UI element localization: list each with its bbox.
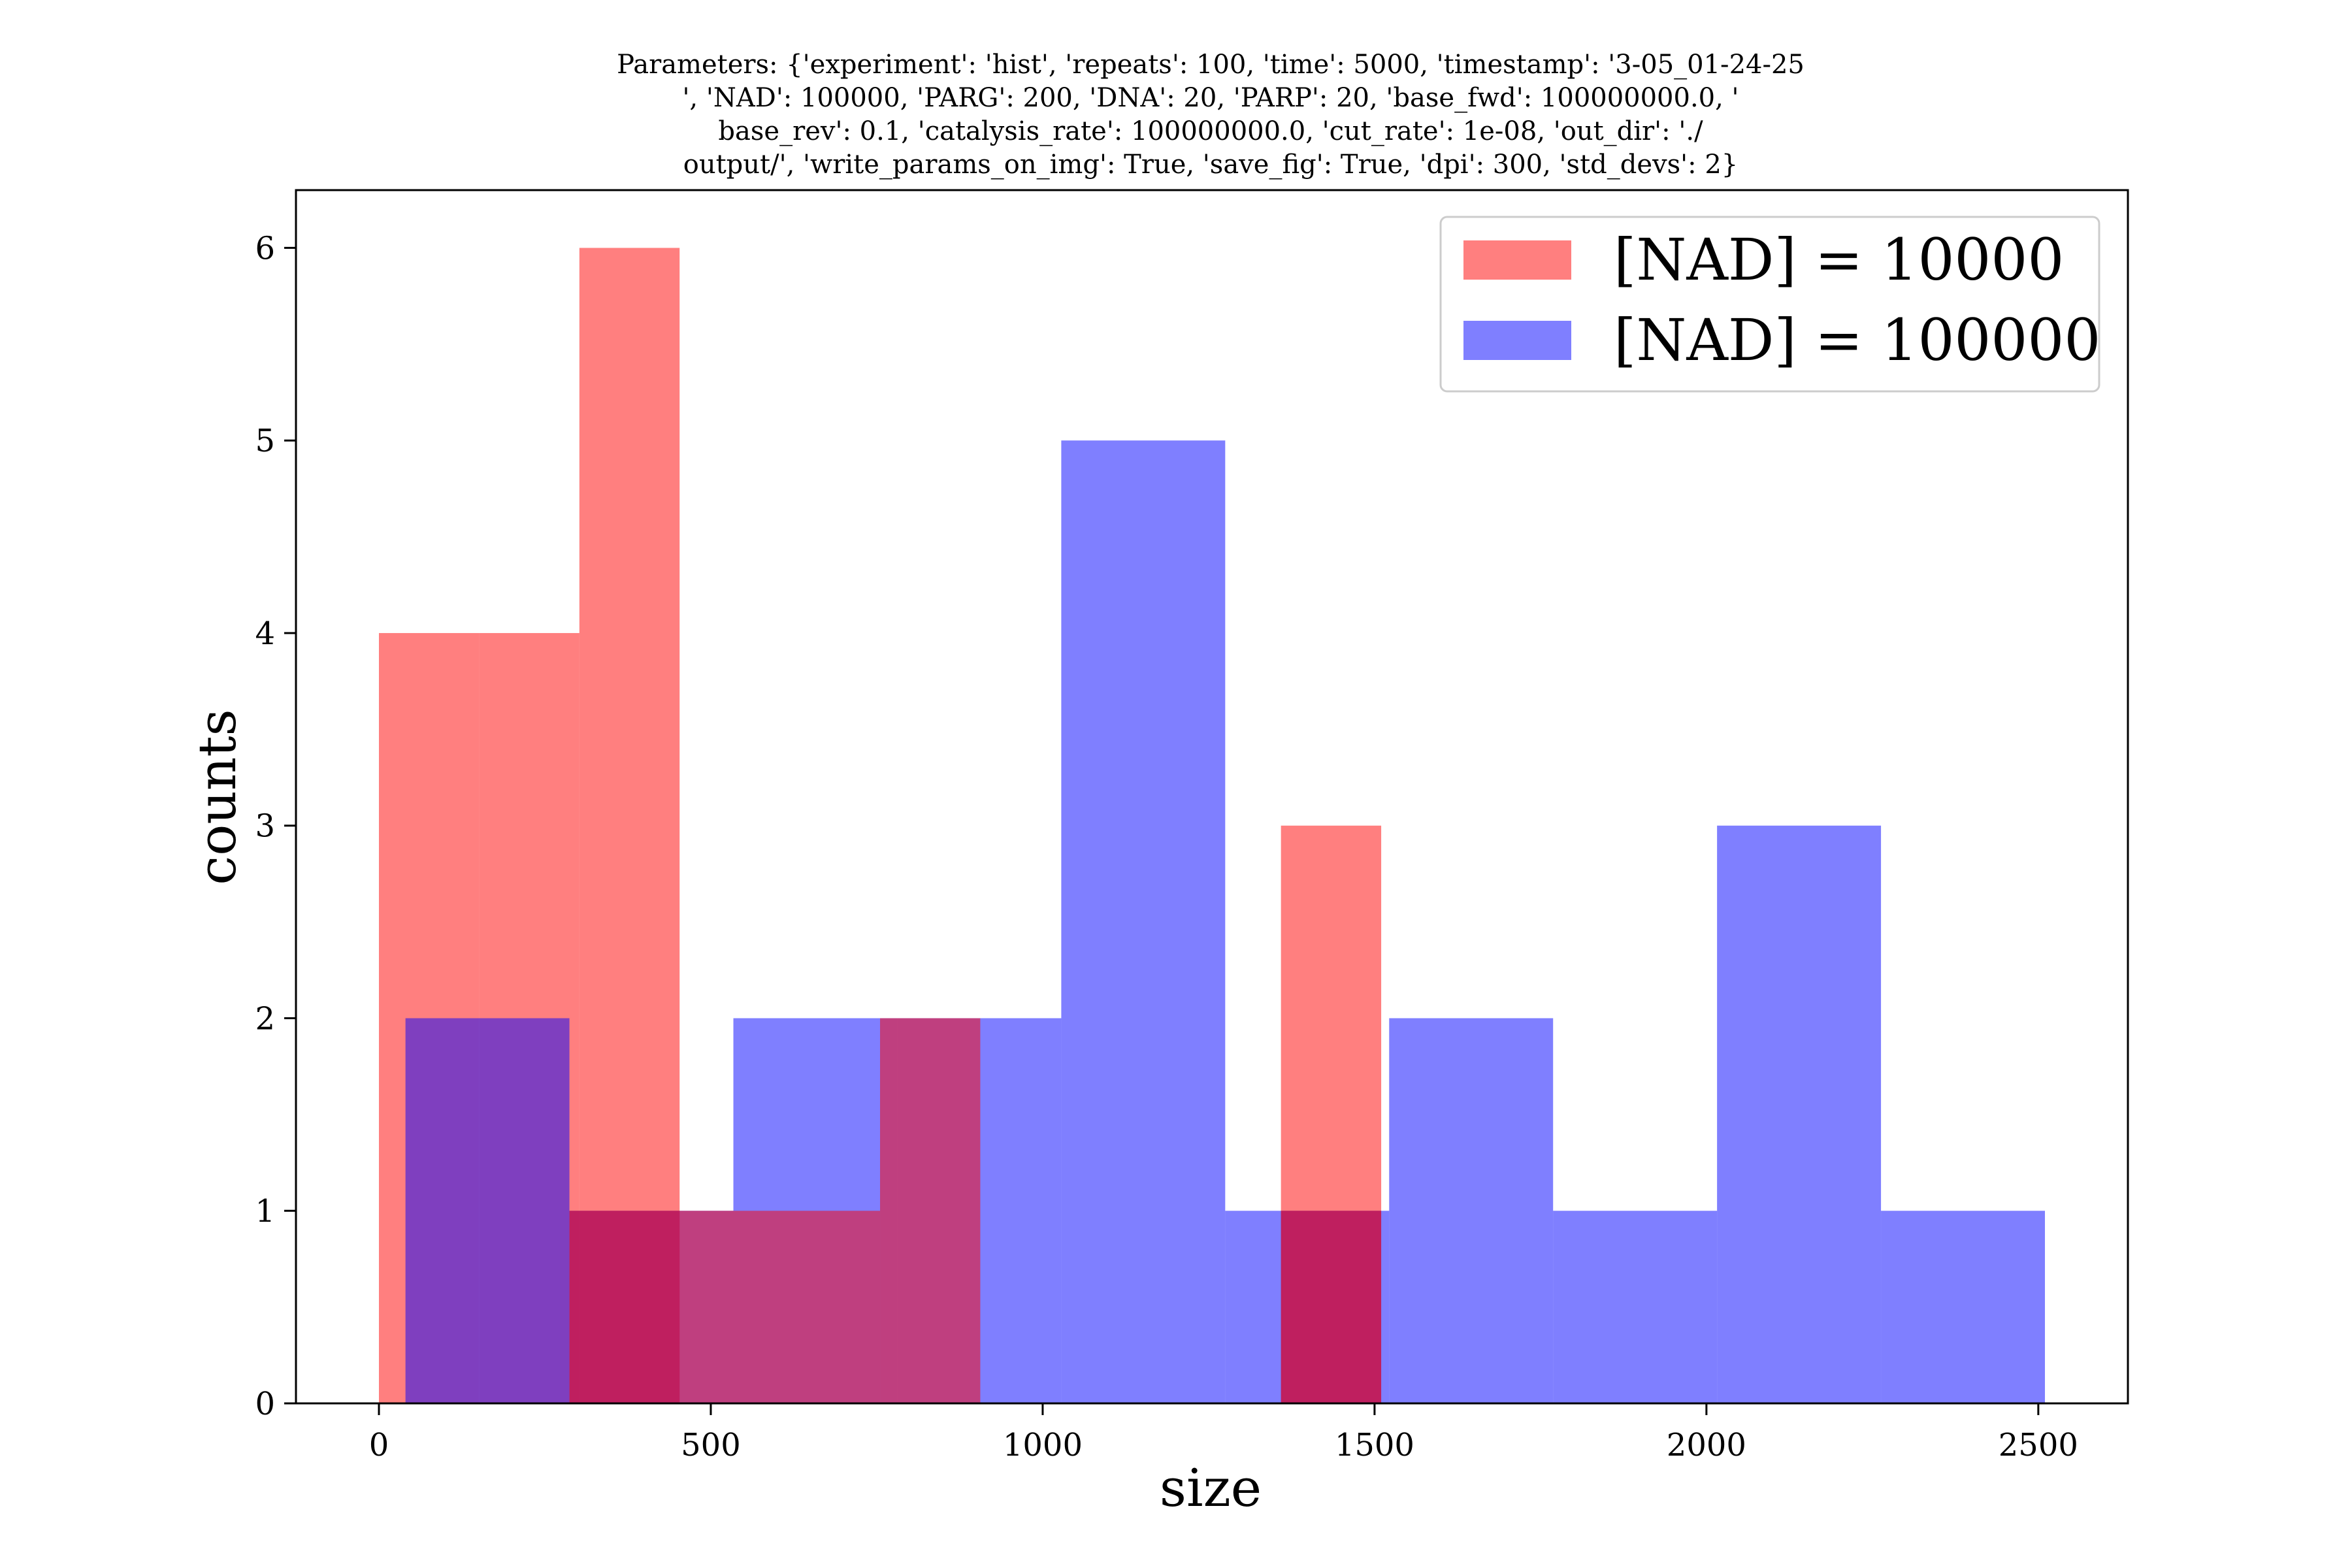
plot-area-frame [295,189,2129,1405]
histogram-bar [1389,1018,1554,1403]
x-axis-ticks: 0 500 1000 1500 2000 2500 [369,1403,2078,1463]
y-tick-label: 3 [255,808,275,845]
histogram-bar [1717,825,1882,1403]
chart-title: Parameters: {'experiment': 'hist', 'repe… [617,50,1805,180]
histogram-bar [880,1018,981,1403]
histogram-bar [1881,1211,2046,1403]
x-axis-label: size [1160,1458,1262,1518]
histogram-bar [1553,1211,1718,1403]
x-tick-label: 1500 [1335,1427,1414,1463]
legend: [NAD] = 10000 [NAD] = 100000 [1439,216,2100,393]
y-axis-ticks: 0 1 2 3 4 5 6 [255,230,296,1422]
y-tick-label: 1 [255,1193,275,1230]
series-3-bars [569,1018,1382,1403]
histogram-bar [1281,1211,1382,1403]
y-tick-label: 5 [255,423,275,459]
bars-layer [378,248,2046,1404]
histogram-bar [1061,440,1226,1404]
legend-label-series-1: [NAD] = 10000 [1614,226,2064,293]
legend-box [1439,216,2100,393]
histogram-bar [569,1211,734,1403]
y-tick-label: 6 [255,230,275,267]
y-axis-label: counts [187,709,248,885]
title-line-4: output/', 'write_params_on_img': True, '… [683,150,1739,180]
y-tick-label: 0 [255,1386,275,1422]
title-line-2: ', 'NAD': 100000, 'PARG': 200, 'DNA': 20… [682,83,1739,113]
x-tick-label: 2500 [1999,1427,2078,1463]
histogram-bar [733,1211,881,1403]
x-tick-label: 500 [681,1427,741,1463]
legend-swatch-series-1 [1463,240,1571,280]
y-tick-label: 4 [255,615,275,652]
x-tick-label: 2000 [1667,1427,1746,1463]
x-tick-label: 0 [369,1427,389,1463]
legend-label-series-2: [NAD] = 100000 [1614,306,2100,374]
title-line-3: base_rev': 0.1, 'catalysis_rate': 100000… [718,116,1703,146]
y-tick-label: 2 [255,1000,275,1037]
x-tick-label: 1000 [1003,1427,1083,1463]
title-line-1: Parameters: {'experiment': 'hist', 'repe… [617,50,1805,80]
histogram-bar [405,1018,570,1403]
legend-swatch-series-2 [1463,321,1571,360]
